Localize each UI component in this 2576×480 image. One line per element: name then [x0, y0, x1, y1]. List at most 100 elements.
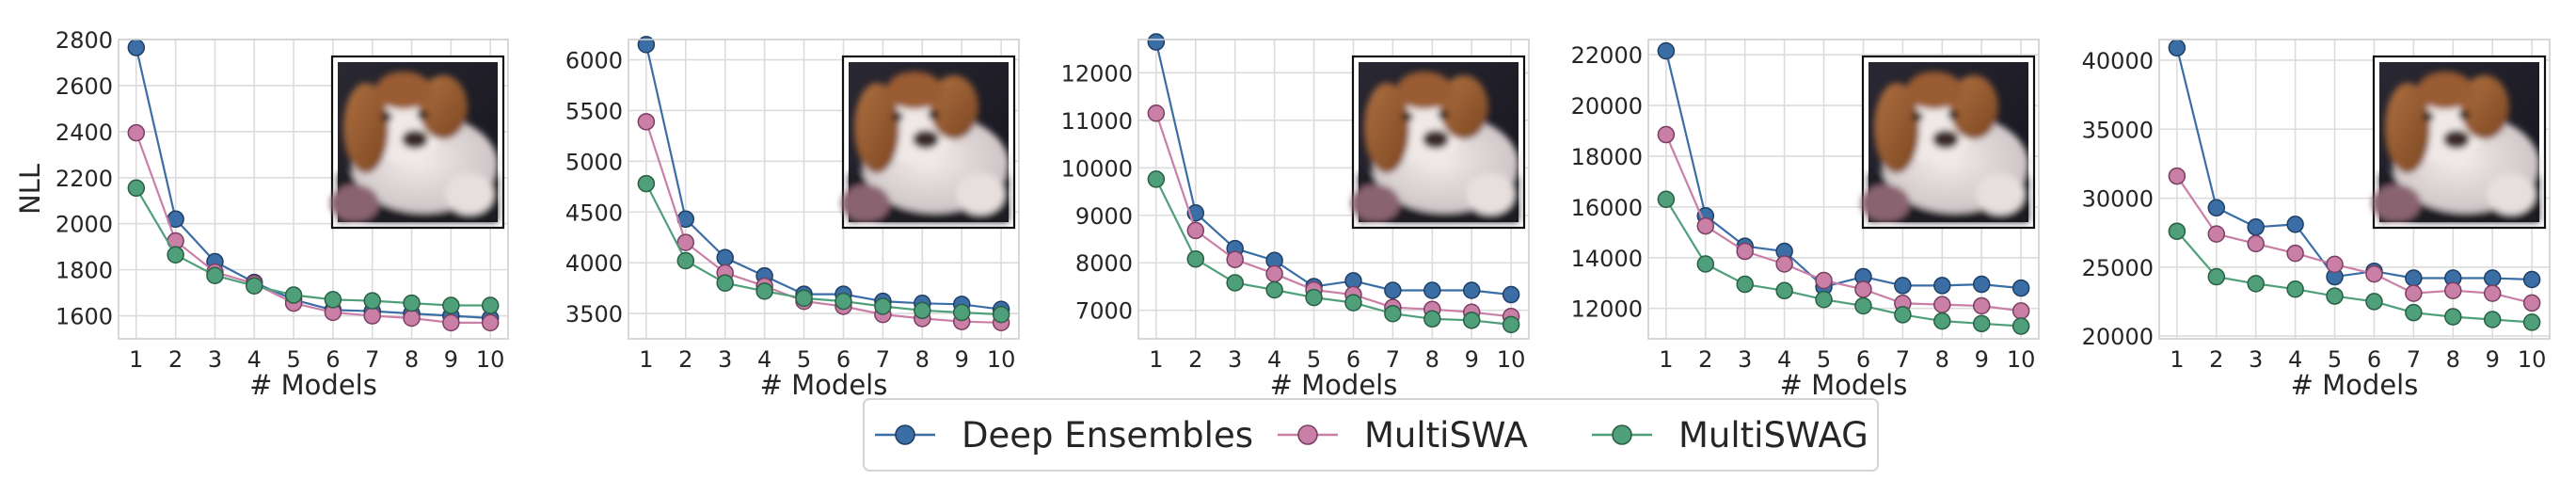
y-tick-label: 2800	[56, 27, 113, 54]
plot-frame	[118, 39, 509, 340]
x-tick-label: 7	[1386, 346, 1400, 373]
x-tick-label: 10	[2007, 346, 2036, 373]
data-point	[2286, 280, 2304, 298]
data-point	[1972, 275, 1991, 294]
data-point	[1736, 275, 1754, 294]
x-tick-label: 2	[2209, 346, 2223, 373]
x-tick-label: 5	[2328, 346, 2342, 373]
data-point	[2405, 303, 2423, 322]
series-line	[1664, 199, 2022, 328]
series-line	[1154, 178, 1512, 326]
plot-panel-1: 1 2 3 4 5 6 7 8 9 10 1600 1800 2000 2200 2400 2600 2800 #…	[14, 27, 509, 401]
series-line	[135, 47, 491, 320]
x-tick-label: 7	[365, 346, 379, 373]
x-tick-label: 4	[247, 346, 262, 373]
data-point	[1226, 274, 1244, 292]
data-point	[2326, 255, 2344, 274]
x-tick-label: 10	[476, 346, 505, 373]
series-line	[135, 187, 491, 307]
data-point	[914, 301, 931, 320]
data-point	[992, 305, 1010, 324]
y-tick-label: 18000	[1571, 144, 1643, 170]
data-point	[637, 113, 656, 131]
series-multiswa	[127, 123, 500, 332]
legend: Deep Ensembles MultiSWA MultiSWAG	[863, 398, 1879, 472]
legend-entry-multiswag: MultiSWAG	[1592, 415, 1868, 456]
x-tick-label: 6	[326, 346, 340, 373]
data-point	[2326, 287, 2344, 305]
x-tick-label: 6	[2367, 346, 2381, 373]
data-point	[874, 297, 892, 315]
data-point	[1657, 41, 1676, 60]
data-point	[2012, 279, 2030, 297]
data-point	[1423, 310, 1441, 328]
x-tick-label: 6	[1856, 346, 1870, 373]
data-point	[716, 248, 734, 267]
data-point	[363, 307, 381, 325]
y-tick-label: 5000	[565, 149, 623, 175]
plot-frame	[628, 39, 1020, 340]
y-tick-label: 10000	[1061, 155, 1133, 182]
x-tick-label: 7	[876, 346, 890, 373]
x-axis-label: # Models	[2291, 369, 2419, 401]
series-line	[644, 183, 1002, 316]
x-tick-label: 6	[1346, 346, 1360, 373]
x-tick-label: 4	[1267, 346, 1281, 373]
data-point	[1815, 290, 1833, 309]
data-point	[2405, 284, 2423, 302]
series-multiswag	[2168, 222, 2541, 331]
data-point	[2483, 284, 2502, 302]
inset-image-frame	[1351, 55, 1526, 230]
data-point	[1265, 280, 1283, 299]
plot-panel-4: 1 2 3 4 5 6 7 8 9 10 12000 14000 16000 18000 20000 2200…	[1571, 39, 2040, 401]
series-line	[644, 44, 1002, 311]
data-point	[2207, 267, 2226, 286]
data-point	[1894, 306, 1912, 324]
data-point	[716, 274, 734, 292]
data-point	[127, 123, 146, 142]
x-tick-label: 7	[2407, 346, 2421, 373]
data-point	[1933, 296, 1951, 313]
legend-marker	[1612, 424, 1632, 445]
data-point	[403, 294, 421, 312]
plot-frame	[1137, 39, 1530, 340]
data-point	[127, 39, 146, 56]
data-point	[206, 266, 224, 284]
data-point	[2207, 225, 2226, 243]
data-point	[1265, 264, 1283, 283]
data-point	[637, 36, 656, 54]
series-multiswag	[1657, 190, 2030, 335]
data-point	[1226, 250, 1244, 268]
data-point	[2444, 281, 2462, 299]
series-line	[2175, 175, 2533, 304]
x-tick-label: 3	[1738, 346, 1752, 373]
plot-frame	[2158, 39, 2551, 340]
x-tick-label: 3	[1228, 346, 1242, 373]
y-tick-label: 2200	[56, 166, 113, 192]
data-point	[2522, 270, 2541, 289]
data-point	[1775, 281, 1793, 300]
x-tick-label: 1	[129, 346, 143, 373]
x-tick-label: 2	[168, 346, 183, 373]
y-tick-label: 8000	[1075, 250, 1133, 277]
plot-panel-2: 1 2 3 4 5 6 7 8 9 10 3500 4000 4500 5000 5500 6000 # Mod…	[565, 36, 1020, 401]
data-point	[1815, 271, 1833, 290]
x-tick-label: 2	[678, 346, 692, 373]
x-tick-label: 5	[1817, 346, 1831, 373]
puppy-photo	[1351, 62, 1519, 222]
y-tick-label: 9000	[1075, 203, 1133, 230]
data-point	[167, 246, 184, 264]
series-line	[1154, 41, 1512, 296]
series-deep-ensembles	[2168, 39, 2541, 289]
series-multiswag	[1147, 170, 1520, 334]
data-point	[2207, 199, 2226, 217]
x-tick-label: 5	[286, 346, 300, 373]
data-point	[284, 286, 303, 304]
x-tick-label: 3	[2249, 346, 2263, 373]
y-tick-label: 22000	[1571, 42, 1643, 69]
legend-marker	[1297, 424, 1318, 445]
y-tick-label: 2000	[56, 212, 113, 238]
legend-label: Deep Ensembles	[962, 415, 1253, 456]
x-tick-label: 9	[444, 346, 458, 373]
data-point	[1736, 242, 1754, 261]
